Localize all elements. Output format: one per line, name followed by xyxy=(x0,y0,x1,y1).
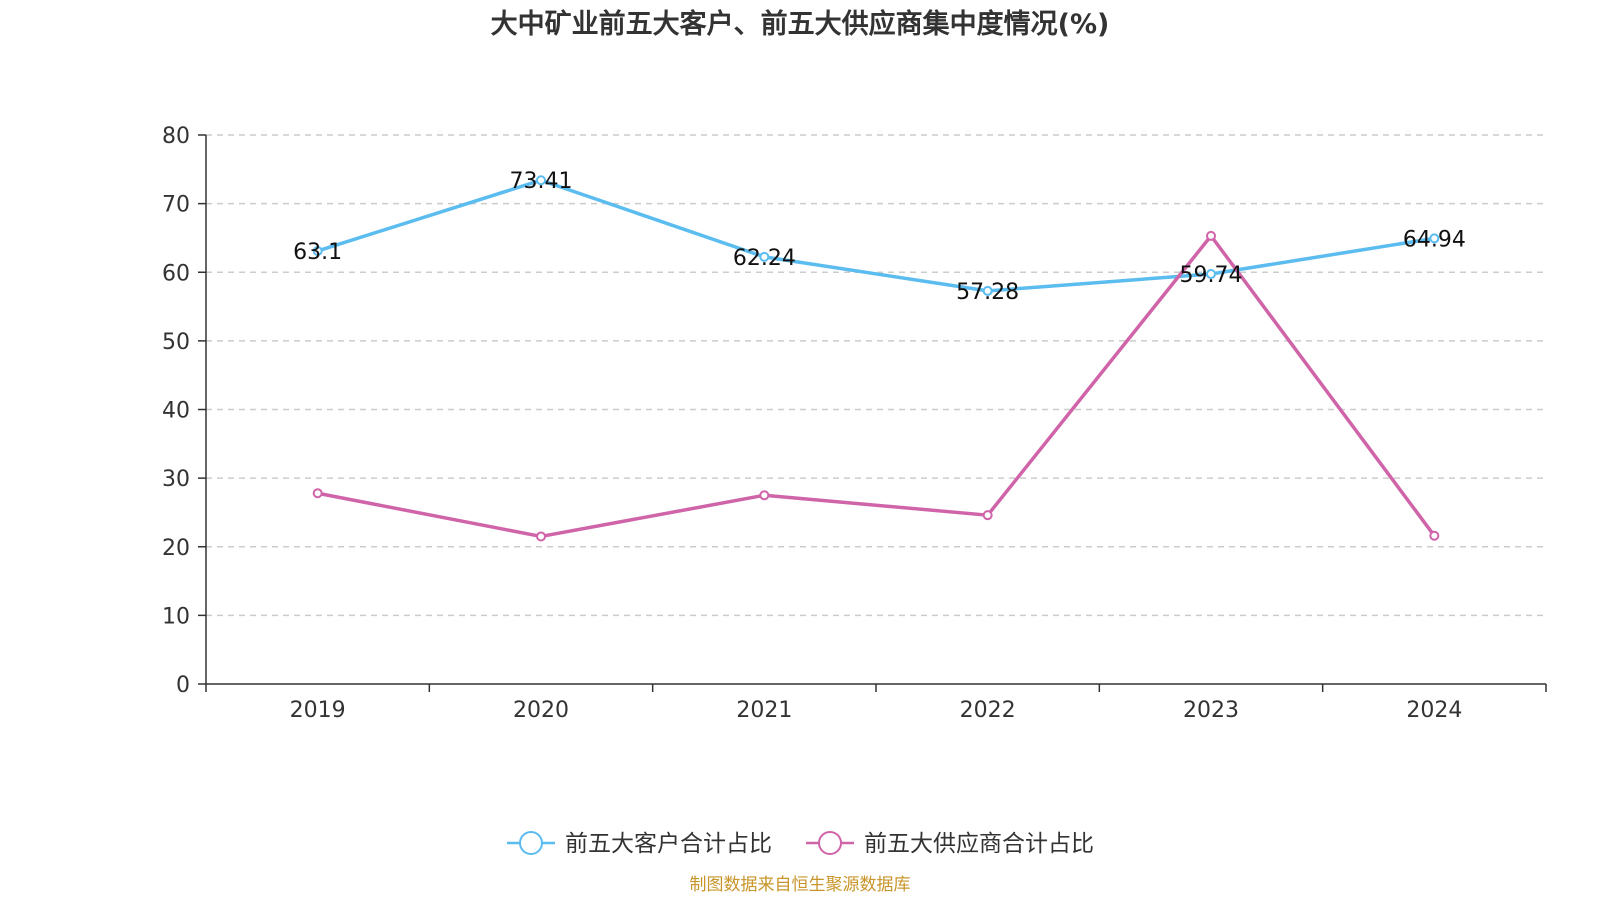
x-tick-label: 2023 xyxy=(1183,698,1239,723)
x-tick-label: 2019 xyxy=(290,698,346,723)
data-label: 62.24 xyxy=(733,246,796,271)
data-point[interactable] xyxy=(1206,269,1216,280)
data-point[interactable] xyxy=(982,510,993,521)
x-tick-label: 2020 xyxy=(513,698,569,723)
legend-label: 前五大供应商合计占比 xyxy=(864,831,1094,857)
y-tick-label: 10 xyxy=(162,604,190,629)
legend-label: 前五大客户合计占比 xyxy=(565,831,772,857)
legend-item-1[interactable]: 前五大供应商合计占比 xyxy=(806,831,1094,857)
y-tick-label: 30 xyxy=(162,467,190,492)
y-tick-label: 70 xyxy=(162,193,190,218)
legend-marker-icon xyxy=(519,831,543,855)
x-tick-label: 2022 xyxy=(960,698,1016,723)
data-point[interactable] xyxy=(312,245,323,256)
data-label: 57.28 xyxy=(956,280,1019,305)
data-label: 63.1 xyxy=(293,240,342,265)
data-point[interactable] xyxy=(759,490,770,501)
data-labels: 63.1 73.41 62.24 57.28 59.74 64.94 xyxy=(293,169,1466,305)
y-tick-label: 0 xyxy=(176,673,190,698)
data-label: 59.74 xyxy=(1180,263,1243,288)
data-point[interactable] xyxy=(536,531,546,542)
data-point[interactable] xyxy=(982,285,993,296)
data-point[interactable] xyxy=(1429,233,1440,244)
grid-lines xyxy=(206,134,1546,617)
data-point[interactable] xyxy=(536,175,546,186)
y-tick-label: 20 xyxy=(162,536,190,561)
source-note: 制图数据来自恒生聚源数据库 xyxy=(690,875,911,895)
data-point[interactable] xyxy=(759,251,770,262)
data-point[interactable] xyxy=(312,488,323,499)
series-layer xyxy=(312,175,1440,542)
legend-marker-icon xyxy=(818,831,842,855)
x-tick-label: 2021 xyxy=(736,698,792,723)
y-tick-label: 80 xyxy=(162,124,190,149)
data-point[interactable] xyxy=(1206,230,1216,241)
y-tick-label: 50 xyxy=(162,330,190,355)
legend-item-0[interactable]: 前五大客户合计占比 xyxy=(507,831,772,857)
chart-title: 大中矿业前五大客户、前五大供应商集中度情况(%) xyxy=(491,8,1110,40)
y-tick-label: 40 xyxy=(162,399,190,424)
data-point[interactable] xyxy=(1429,530,1440,541)
y-tick-label: 60 xyxy=(162,261,190,286)
axes: 0 10 20 30 40 50 60 70 80 2019 2020 2021 2022 2023 202… xyxy=(162,124,1547,723)
data-label: 64.94 xyxy=(1403,227,1466,252)
x-tick-label: 2024 xyxy=(1406,698,1462,723)
data-label: 73.41 xyxy=(510,169,573,194)
legend[interactable]: 前五大客户合计占比 前五大供应商合计占比 xyxy=(507,831,1094,857)
series-line-1 xyxy=(317,234,1436,539)
series-line-0 xyxy=(317,178,1435,293)
